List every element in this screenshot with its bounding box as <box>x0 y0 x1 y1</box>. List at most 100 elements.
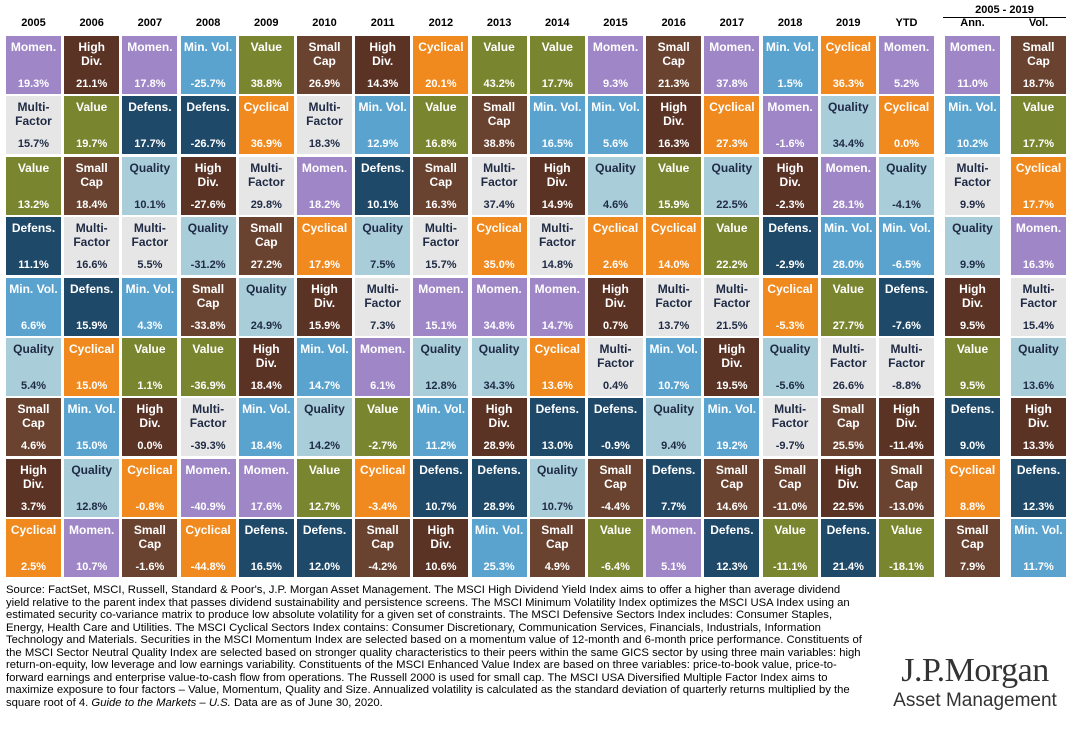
cell-return-value: 19.7% <box>76 138 108 151</box>
table-cell: Multi- Factor 16.6% <box>64 217 120 276</box>
table-cell: Defens. -7.6% <box>879 277 934 336</box>
cell-factor-label: Defens. <box>768 221 812 236</box>
cell-factor-label: Quality <box>71 462 113 477</box>
column-header: 2006 <box>79 17 104 29</box>
table-cell: Cyclical 35.0% <box>471 217 527 276</box>
cell-factor-label: Min. Vol. <box>649 342 698 356</box>
cell-factor-label: Multi- Factor <box>1020 281 1057 310</box>
cell-factor-label: Min. Vol. <box>533 100 582 115</box>
cell-factor-label: Quality <box>362 221 404 236</box>
table-cell: Multi- Factor 37.4% <box>471 156 527 215</box>
cell-factor-label: High Div. <box>78 40 106 68</box>
cell-factor-label: Quality <box>952 221 993 236</box>
cell-return-value: -44.8% <box>190 561 226 574</box>
cell-return-value: 26.9% <box>308 78 341 90</box>
cell-return-value: -31.2% <box>190 259 226 272</box>
factor-returns-table: Momen. 19.3% Multi- Factor 15.7% Value 13.2% D… <box>6 36 1066 578</box>
cell-factor-label: Multi- Factor <box>131 221 169 250</box>
cell-factor-label: Quality <box>478 342 520 356</box>
table-cell: Defens. 10.1% <box>355 156 411 215</box>
cell-return-value: 2.6% <box>602 259 629 272</box>
table-cell: Quality 5.4% <box>6 338 61 396</box>
annualized-span-header: 2005 - 2019 <box>943 4 1066 18</box>
table-cell: Quality 22.5% <box>704 156 760 215</box>
table-cell: Min. Vol. 14.7% <box>297 338 352 396</box>
cell-return-value: 21.3% <box>658 78 690 90</box>
table-cell: Defens. 12.3% <box>704 519 760 578</box>
table-cell: Cyclical 2.6% <box>588 217 643 276</box>
table-cell: High Div. 9.5% <box>945 277 1000 336</box>
table-cell: Cyclical 17.9% <box>297 217 352 276</box>
table-cell: Momen. 18.2% <box>297 156 352 215</box>
table-cell: Defens. 13.0% <box>529 398 585 457</box>
cell-factor-label: Cyclical <box>949 462 996 477</box>
cell-return-value: -36.9% <box>190 380 226 392</box>
table-cell: Defens. -26.7% <box>180 96 236 155</box>
cell-return-value: 28.9% <box>483 500 515 513</box>
table-cell: Quality 12.8% <box>64 458 120 517</box>
cell-return-value: 12.8% <box>76 500 108 513</box>
cell-return-value: 9.9% <box>959 259 986 272</box>
cell-factor-label: Defens. <box>361 160 405 175</box>
cell-return-value: -6.4% <box>601 561 630 574</box>
cell-return-value: -8.8% <box>892 380 921 392</box>
cell-factor-label: High Div. <box>602 281 629 310</box>
cell-factor-label: Cyclical <box>592 221 639 236</box>
cell-factor-label: Multi- Factor <box>713 281 751 310</box>
cell-factor-label: Defens. <box>419 462 463 477</box>
table-cell: Quality 10.7% <box>529 458 585 517</box>
cell-return-value: 4.9% <box>544 561 570 574</box>
cell-return-value: 18.4% <box>250 440 282 453</box>
table-cell: Small Cap -13.0% <box>879 458 934 517</box>
table-cell: Value 16.8% <box>413 96 469 155</box>
cell-return-value: 29.8% <box>250 198 282 211</box>
column-header: 2007 <box>137 17 163 29</box>
column-header: 2017 <box>719 17 745 29</box>
cell-return-value: 15.9% <box>308 319 341 332</box>
table-cell: Quality 34.3% <box>471 338 527 396</box>
cell-return-value: 16.3% <box>1022 259 1055 272</box>
table-cell: Multi- Factor 7.3% <box>355 277 411 336</box>
table-cell: Min. Vol. 19.2% <box>704 398 760 457</box>
cell-factor-label: Multi- Factor <box>829 342 867 370</box>
table-cell: Momen. -40.9% <box>180 458 236 517</box>
cell-return-value: 18.2% <box>308 198 341 211</box>
cell-factor-label: Quality <box>129 160 171 175</box>
cell-return-value: 15.9% <box>658 198 690 211</box>
column-header: 2010 <box>312 17 337 29</box>
cell-factor-label: Quality <box>886 160 927 175</box>
column-header: 2009 <box>254 17 279 29</box>
cell-factor-label: Cyclical <box>301 221 348 236</box>
cell-return-value: 2.5% <box>20 561 47 574</box>
cell-factor-label: Cyclical <box>1015 160 1062 175</box>
table-cell: Quality 34.4% <box>820 96 876 155</box>
cell-factor-label: High Div. <box>959 281 986 310</box>
table-cell: Quality 12.8% <box>413 338 469 396</box>
table-cell: Quality -5.6% <box>762 338 818 396</box>
cell-factor-label: Cyclical <box>709 100 755 115</box>
cell-factor-label: High Div. <box>718 342 746 370</box>
cell-factor-label: Small Cap <box>424 160 457 189</box>
cell-factor-label: Value <box>956 342 989 356</box>
cell-return-value: 18.3% <box>308 138 341 151</box>
cell-factor-label: Value <box>658 160 690 175</box>
table-cell: Value 17.7% <box>529 36 585 94</box>
cell-factor-label: High Div. <box>369 40 397 68</box>
table-cell: Small Cap 7.9% <box>945 519 1000 578</box>
table-cell: Value 27.7% <box>820 277 876 336</box>
cell-return-value: 9.0% <box>959 440 986 453</box>
table-cell: Value 22.2% <box>704 217 760 276</box>
cell-return-value: 18.4% <box>250 380 282 392</box>
cell-factor-label: Momen. <box>592 40 639 54</box>
cell-factor-label: Cyclical <box>651 221 697 236</box>
cell-factor-label: Value <box>425 100 457 115</box>
table-cell: Momen. 15.1% <box>413 277 469 336</box>
cell-return-value: 17.8% <box>134 78 166 90</box>
table-cell: Cyclical -0.8% <box>122 458 178 517</box>
cell-factor-label: High Div. <box>20 462 47 491</box>
table-cell: Min. Vol. 6.6% <box>6 277 61 336</box>
cell-factor-label: Defens. <box>302 523 347 538</box>
cell-factor-label: Min. Vol. <box>591 100 640 115</box>
cell-factor-label: Small Cap <box>1022 40 1055 68</box>
cell-factor-label: Small Cap <box>832 402 865 431</box>
